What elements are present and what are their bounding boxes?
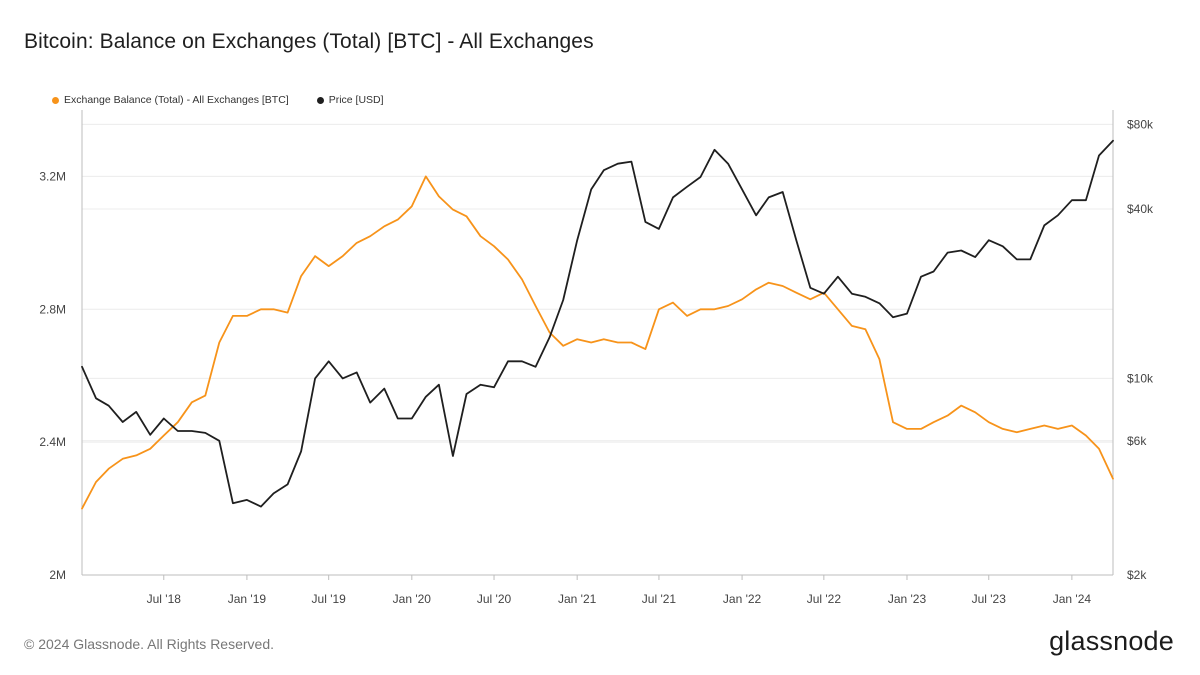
y-right-tick-label: $2k — [1127, 568, 1147, 582]
legend-label-price: Price [USD] — [328, 94, 384, 106]
x-tick-label: Jul '21 — [642, 592, 677, 606]
x-tick-label: Jul '19 — [312, 592, 347, 606]
copyright-footer: © 2024 Glassnode. All Rights Reserved. — [24, 636, 275, 652]
y-left-tick-label: 3.2M — [39, 169, 66, 183]
glassnode-logo: glassnode — [1049, 626, 1174, 656]
series-line-exchange-balance — [81, 175, 1114, 510]
chart-title: Bitcoin: Balance on Exchanges (Total) [B… — [24, 30, 594, 53]
x-tick-label: Jul '20 — [477, 592, 512, 606]
x-tick-label: Jul '22 — [807, 592, 842, 606]
x-tick-label: Jan '21 — [558, 592, 597, 606]
x-tick-label: Jan '20 — [393, 592, 432, 606]
x-tick-label: Jan '19 — [228, 592, 267, 606]
y-right-tick-label: $40k — [1127, 202, 1154, 216]
y-right-tick-label: $10k — [1127, 371, 1154, 385]
x-tick-label: Jan '24 — [1053, 592, 1092, 606]
chart-legend: Exchange Balance (Total) - All Exchanges… — [52, 94, 384, 106]
legend-dot-balance-icon — [52, 96, 59, 104]
y-left-tick-label: 2.4M — [39, 435, 66, 449]
y-left-tick-label: 2M — [49, 568, 66, 582]
legend-item-price[interactable]: Price [USD] — [316, 94, 384, 106]
legend-item-balance[interactable]: Exchange Balance (Total) - All Exchanges… — [52, 94, 289, 106]
legend-label-balance: Exchange Balance (Total) - All Exchanges… — [64, 94, 289, 106]
x-tick-label: Jul '23 — [972, 592, 1007, 606]
x-tick-label: Jan '22 — [723, 592, 762, 606]
y-right-tick-label: $80k — [1127, 117, 1154, 131]
series-line-price — [81, 139, 1114, 508]
y-right-tick-label: $6k — [1127, 434, 1147, 448]
x-tick-label: Jan '23 — [888, 592, 927, 606]
legend-dot-price-icon — [316, 96, 324, 104]
x-tick-label: Jul '18 — [147, 592, 182, 606]
y-left-tick-label: 2.8M — [39, 302, 66, 316]
